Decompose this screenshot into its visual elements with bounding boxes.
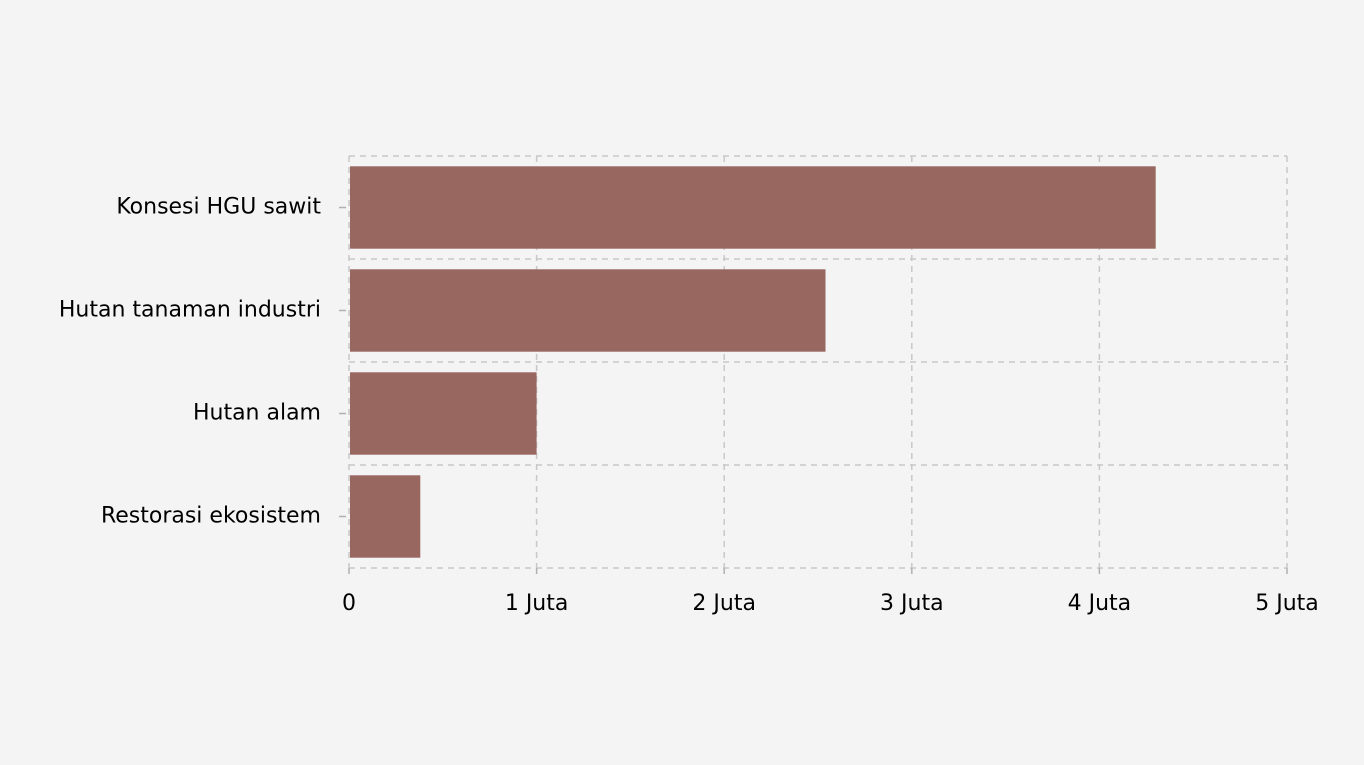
- bar: [350, 269, 826, 352]
- x-tick-label: 1 Juta: [505, 591, 569, 616]
- x-tick-label: 0: [342, 591, 356, 616]
- bar: [350, 372, 537, 455]
- x-tick-label: 4 Juta: [1068, 591, 1132, 616]
- x-tick-label: 5 Juta: [1255, 591, 1319, 616]
- x-tick-label: 3 Juta: [880, 591, 944, 616]
- category-label: Konsesi HGU sawit: [116, 195, 321, 220]
- bar: [350, 475, 421, 558]
- category-label: Hutan alam: [193, 401, 321, 426]
- bars: [350, 166, 1156, 558]
- category-label: Hutan tanaman industri: [59, 298, 321, 323]
- x-axis-tick-labels: 0 1 Juta 2 Juta 3 Juta 4 Juta 5 Juta: [342, 568, 1319, 616]
- bar: [350, 166, 1156, 249]
- category-label: Restorasi ekosistem: [101, 504, 321, 529]
- x-tick-label: 2 Juta: [692, 591, 756, 616]
- category-labels: Konsesi HGU sawit Hutan tanaman industri H…: [59, 195, 346, 529]
